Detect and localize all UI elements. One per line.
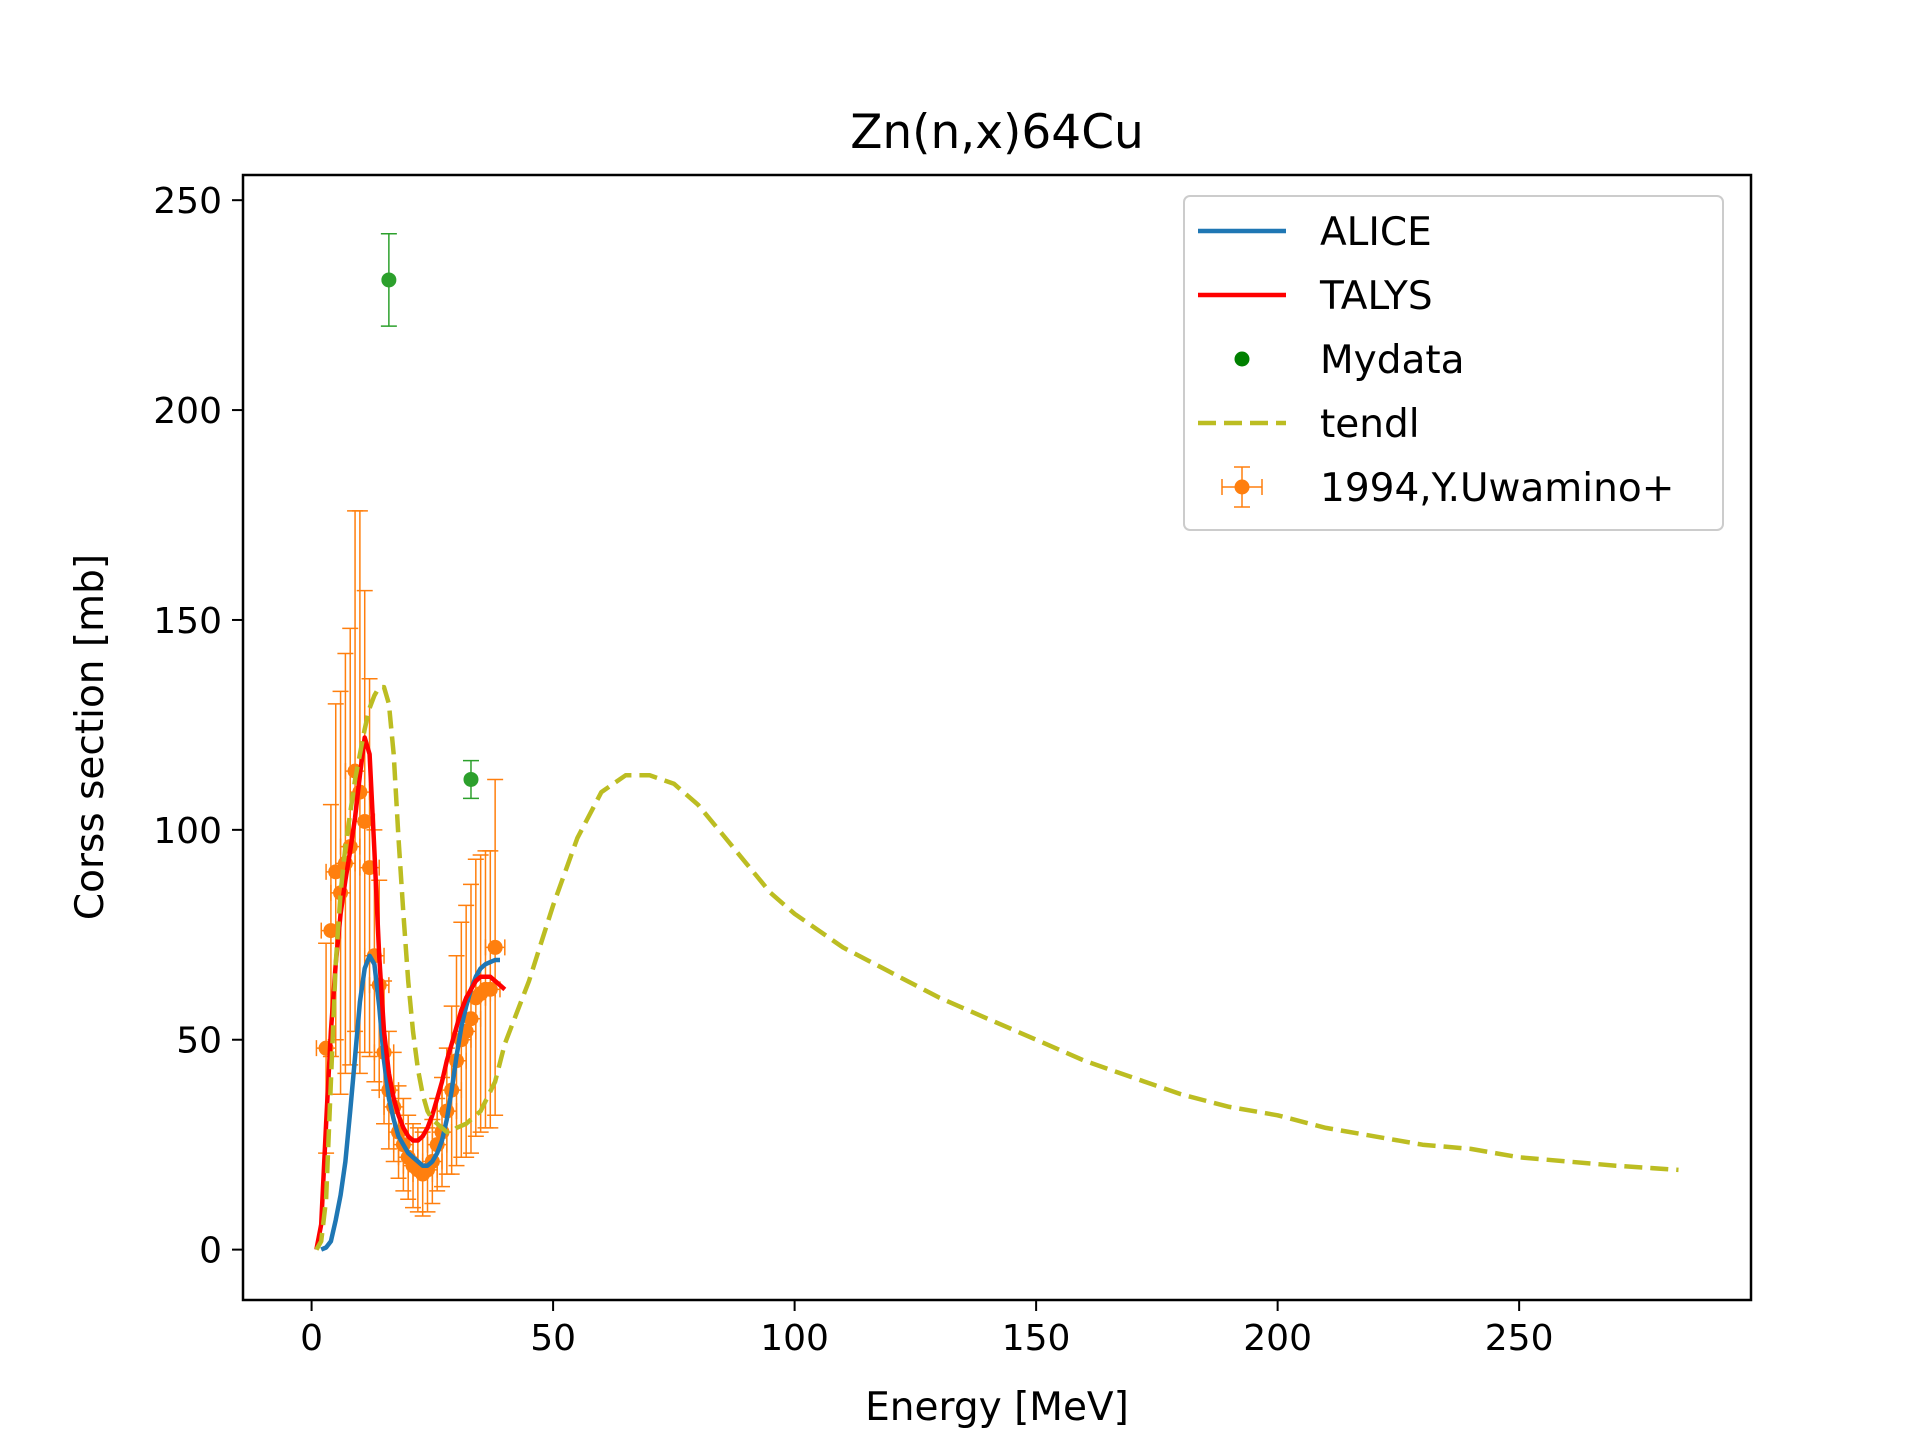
legend-swatch-marker — [1234, 479, 1250, 495]
x-tick-label: 200 — [1243, 1318, 1312, 1359]
y-tick-label: 150 — [153, 601, 222, 642]
legend-swatch-marker — [1234, 351, 1250, 367]
errorbar-mydata — [380, 233, 397, 327]
errorbar-1994-y-uwamino — [334, 652, 356, 1075]
y-tick-label: 200 — [153, 391, 222, 432]
data-point — [487, 939, 503, 955]
legend-item: Mydata — [1234, 338, 1465, 383]
legend-item: tendl — [1198, 402, 1420, 447]
x-tick-label: 0 — [300, 1318, 323, 1359]
x-tick-label: 100 — [760, 1318, 829, 1359]
series-talys — [314, 735, 507, 1251]
legend-item: TALYS — [1198, 274, 1433, 319]
legend-item: ALICE — [1198, 210, 1432, 255]
legend-label: TALYS — [1319, 274, 1433, 319]
x-tick-label: 250 — [1485, 1318, 1554, 1359]
data-point — [463, 1011, 479, 1027]
y-tick-label: 100 — [153, 811, 222, 852]
series-mydata — [380, 233, 479, 800]
legend-item: 1994,Y.Uwamino+ — [1221, 466, 1674, 511]
legend-box — [1183, 195, 1724, 531]
x-axis-title: Energy [MeV] — [865, 1385, 1129, 1430]
legend-label: 1994,Y.Uwamino+ — [1320, 466, 1674, 511]
data-point — [482, 981, 498, 997]
data-point — [323, 923, 339, 939]
chart-title: Zn(n,x)64Cu — [850, 105, 1144, 160]
errorbar-mydata — [462, 759, 479, 800]
series-line-tendl — [314, 684, 1679, 1251]
y-axis-title: Corss section [mb] — [68, 554, 113, 920]
y-tick-label: 0 — [199, 1231, 222, 1272]
legend-label: Mydata — [1320, 338, 1465, 383]
data-point — [328, 864, 344, 880]
legend-label: ALICE — [1320, 210, 1432, 255]
data-point — [463, 771, 479, 787]
y-tick-label: 50 — [176, 1021, 222, 1062]
series-tendl — [314, 684, 1679, 1251]
y-tick-label: 250 — [153, 181, 222, 222]
axes-frame — [241, 173, 1753, 1302]
legend: ALICE TALYS Mydata tendl 1994,Y.Uwamino+ — [1183, 195, 1724, 531]
x-tick-label: 50 — [530, 1318, 576, 1359]
errorbar-1994-y-uwamino — [484, 778, 506, 1117]
data-point — [381, 272, 397, 288]
x-tick-label: 150 — [1002, 1318, 1071, 1359]
errorbar-1994-y-uwamino — [479, 850, 501, 1129]
legend-label: tendl — [1320, 402, 1420, 447]
series-1994-y-uwamino — [315, 510, 506, 1217]
data-point — [357, 813, 373, 829]
series-line-talys — [314, 735, 507, 1251]
